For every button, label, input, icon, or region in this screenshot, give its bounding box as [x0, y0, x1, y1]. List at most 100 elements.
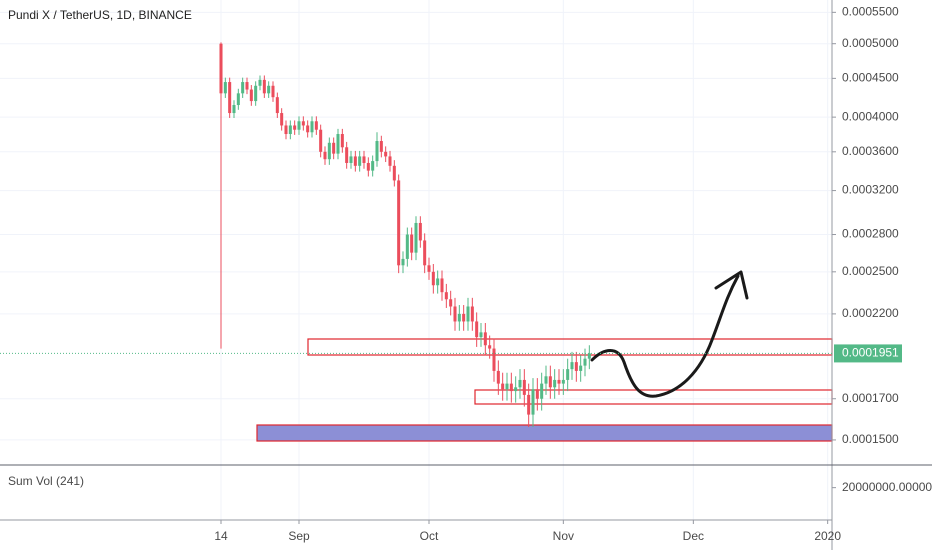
- candle-body: [444, 292, 448, 300]
- candle-body: [271, 85, 275, 98]
- candle-body: [332, 142, 336, 154]
- y-tick-label: 0.0001700: [842, 391, 899, 405]
- candle-body: [288, 125, 292, 135]
- candle-body: [223, 82, 227, 94]
- candle-body: [479, 332, 483, 338]
- candle-body: [587, 353, 591, 359]
- x-tick-label: 2020: [814, 529, 841, 543]
- candle-body: [492, 348, 496, 371]
- candle-body: [527, 394, 531, 415]
- candle-body: [457, 313, 461, 322]
- candle-body: [423, 240, 427, 266]
- candle-body: [522, 379, 526, 395]
- candle-body: [548, 376, 552, 388]
- candle-body: [535, 389, 539, 399]
- candle-body: [245, 82, 249, 90]
- candle-body: [280, 113, 284, 126]
- candle-body: [384, 151, 388, 157]
- candle-body: [275, 97, 279, 114]
- candle-body: [514, 387, 518, 392]
- candle-body: [501, 383, 505, 390]
- candle-body: [518, 379, 522, 388]
- candle-body: [414, 222, 418, 253]
- candle-body: [496, 370, 500, 384]
- candle-body: [258, 79, 262, 86]
- candle-body: [431, 271, 435, 286]
- arrow-head: [714, 270, 749, 300]
- y-tick-label: 0.0002500: [842, 264, 899, 278]
- candle-body: [470, 306, 474, 322]
- candle-body: [366, 162, 370, 171]
- candle-body: [475, 321, 479, 338]
- candle-body: [544, 376, 548, 384]
- candle-body: [301, 121, 305, 126]
- candle-body: [574, 362, 578, 371]
- candle-body: [319, 129, 323, 152]
- candle-body: [466, 306, 470, 322]
- candle-body: [371, 161, 375, 171]
- last-price-badge: [834, 344, 902, 363]
- x-tick-label: 14: [214, 529, 228, 543]
- candle-body: [561, 379, 565, 384]
- y-tick-label: 0.0002200: [842, 306, 899, 320]
- candle-body: [462, 313, 466, 322]
- candle-body: [379, 141, 383, 152]
- candle-body: [397, 180, 401, 266]
- demand-zone: [256, 424, 833, 442]
- candle-body: [566, 369, 570, 380]
- candle-body: [306, 125, 310, 133]
- y-tick-label: 0.0004000: [842, 109, 899, 123]
- y-tick-label: 0.0001500: [842, 432, 899, 446]
- x-tick-label: Nov: [553, 529, 574, 543]
- candle-body: [353, 156, 357, 166]
- candle-body: [293, 125, 297, 130]
- candle-body: [262, 79, 266, 94]
- candle-body: [249, 89, 253, 102]
- volume-label: Sum Vol (241): [8, 474, 84, 488]
- candle-body: [327, 142, 331, 160]
- candle-body: [362, 156, 366, 163]
- y-tick-label: 0.0005000: [842, 36, 899, 50]
- candle-body: [440, 278, 444, 293]
- candle-body: [388, 156, 392, 166]
- candle-body: [570, 362, 574, 370]
- candle-body: [449, 299, 453, 307]
- candle-body: [579, 365, 583, 371]
- candle-body: [436, 278, 440, 286]
- candle-body: [401, 258, 405, 266]
- candle-body: [232, 105, 236, 114]
- candle-body: [427, 265, 431, 272]
- candle-body: [241, 82, 245, 94]
- x-tick-label: Sep: [288, 529, 310, 543]
- candle-body: [297, 121, 301, 130]
- candle-body: [254, 85, 258, 102]
- y-tick-label: 0.0005500: [842, 5, 899, 19]
- candle-body: [453, 306, 457, 322]
- candle-body: [236, 93, 240, 106]
- candle-body: [314, 121, 318, 130]
- candle-body: [284, 125, 288, 135]
- candle-body: [228, 82, 232, 114]
- candle-body: [540, 383, 544, 399]
- candle-body: [375, 141, 379, 162]
- candles: [219, 42, 591, 428]
- candle-body: [358, 156, 362, 166]
- y-tick-label: 0.0002800: [842, 227, 899, 241]
- candle-body: [345, 147, 349, 163]
- y-tick-label: 0.0003200: [842, 183, 899, 197]
- candle-body: [509, 383, 513, 392]
- candle-body: [219, 43, 223, 94]
- x-tick-label: Oct: [420, 529, 439, 543]
- candle-body: [340, 134, 344, 148]
- candle-body: [505, 383, 509, 390]
- candle-body: [336, 134, 340, 154]
- candle-body: [583, 358, 587, 366]
- candle-body: [392, 165, 396, 181]
- y-tick-label: 0.0003600: [842, 144, 899, 158]
- candle-body: [557, 379, 561, 384]
- candle-body: [488, 345, 492, 349]
- candle-body: [410, 234, 414, 253]
- candle-body: [483, 332, 487, 346]
